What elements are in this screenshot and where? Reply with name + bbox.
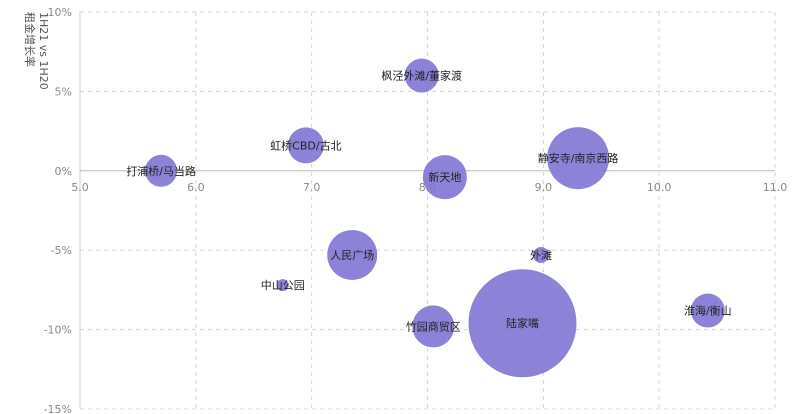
bubble [412,305,455,348]
bubble [547,127,610,190]
bubble [404,58,439,93]
bubble-label: 虹桥CBD/古北 [270,139,341,152]
y-tick-label: 10% [48,6,72,19]
axes: 10%5%0%-5%-10%-15%5.06.07.08.09.010.011.… [44,6,788,414]
x-tick-label: 10.0 [647,181,672,194]
bubble-label: 中山公园 [261,279,305,292]
y-tick-label: -5% [51,244,72,257]
bubble-label: 陆家嘴 [506,316,539,330]
bubble [468,269,577,378]
x-tick-label: 11.0 [763,181,788,194]
y-tick-label: 0% [55,165,72,178]
bubble-label: 人民广场 [330,248,374,262]
bubble-label: 竹园商贸区 [406,319,461,333]
x-tick-label: 7.0 [303,181,321,194]
bubble-label: 枫泾外滩/董家渡 [381,69,462,83]
bubble-label: 淮海/衡山 [684,304,732,318]
bubble [533,246,550,263]
x-tick-label: 6.0 [187,181,205,194]
bubble [327,229,378,280]
bubbles [145,58,725,378]
bubble-label: 外滩 [530,248,552,262]
y-tick-label: -10% [44,324,72,337]
x-tick-label: 9.0 [535,181,553,194]
bubble [145,154,178,187]
bubble-label: 新天地 [428,170,461,184]
y-axis-label-line1: 1H21 vs 1H20 [37,12,50,90]
bubble-label: 打浦桥/马当路 [126,164,196,178]
x-tick-label: 5.0 [71,181,89,194]
bubble-label: 静安寺/南京西路 [538,151,619,165]
y-tick-label: -15% [44,403,72,414]
y-axis-label-line2: 租金增长率 [23,12,37,67]
y-tick-label: 5% [55,85,72,98]
bubble [422,155,467,200]
bubble [690,293,725,328]
bubble [287,127,324,164]
bubble [276,279,289,292]
